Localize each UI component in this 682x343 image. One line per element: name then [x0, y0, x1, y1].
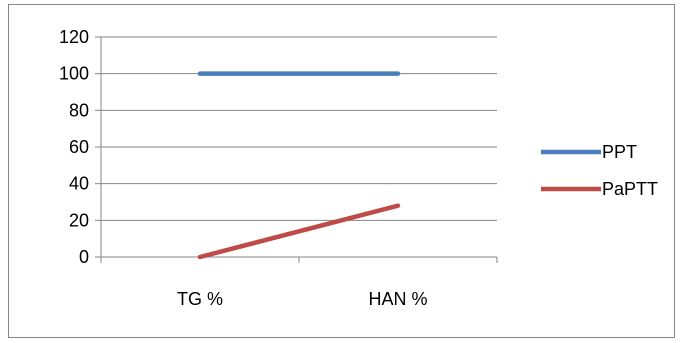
legend: PPT PaPTT: [541, 142, 658, 199]
x-tick-label: HAN %: [368, 289, 427, 309]
series-lines: [197, 71, 401, 260]
y-tick-label: 100: [59, 64, 89, 84]
y-tick-label: 80: [69, 100, 89, 120]
axes: [95, 36, 498, 263]
gridlines: [101, 36, 497, 221]
chart-frame: [8, 4, 675, 338]
series-line-paptt: [197, 203, 401, 260]
x-tick-label: TG %: [177, 289, 223, 309]
y-tick-label: 20: [69, 210, 89, 230]
legend-label-paptt: PaPTT: [602, 179, 658, 199]
y-tick-labels: 0 20 40 60 80 100 120: [59, 27, 89, 267]
y-tick-label: 60: [69, 137, 89, 157]
y-tick-label: 40: [69, 174, 89, 194]
y-tick-label: 0: [79, 247, 89, 267]
legend-label-ppt: PPT: [602, 142, 637, 162]
y-tick-label: 120: [59, 27, 89, 47]
x-tick-labels: TG % HAN %: [177, 289, 428, 309]
